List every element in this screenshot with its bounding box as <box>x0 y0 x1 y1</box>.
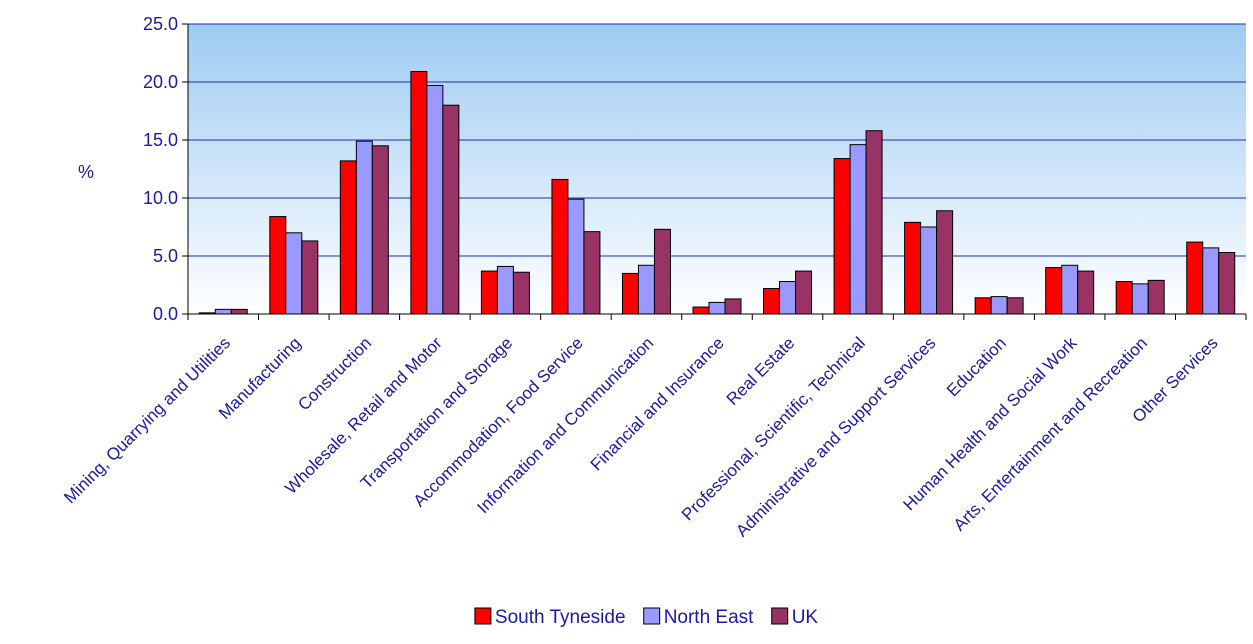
bar <box>1218 252 1236 315</box>
y-tick-label: 25.0 <box>143 14 178 34</box>
bar <box>269 216 287 315</box>
y-tick-labels: 0.0 5.0 10.0 15.0 20.0 25.0 <box>143 14 178 324</box>
legend: South Tyneside North East UK <box>474 607 819 628</box>
y-tick-label: 20.0 <box>143 72 178 92</box>
bar <box>567 198 585 315</box>
bar <box>301 240 319 315</box>
legend-swatch <box>771 607 789 625</box>
bar <box>583 231 601 315</box>
bars <box>198 71 1236 315</box>
bar <box>974 297 992 315</box>
bar <box>849 144 867 315</box>
bar <box>480 270 498 315</box>
bar <box>339 160 357 315</box>
legend-swatch <box>474 607 492 625</box>
bar <box>865 130 883 315</box>
bar <box>653 228 671 315</box>
x-tick-label: Real Estate <box>723 333 799 409</box>
bar <box>1147 279 1165 315</box>
y-tick-label: 15.0 <box>143 130 178 150</box>
bar <box>230 308 248 315</box>
bar <box>920 226 938 315</box>
bar <box>763 287 781 315</box>
bar <box>1077 270 1095 315</box>
y-tick-label: 0.0 <box>153 304 178 324</box>
legend-label: UK <box>792 607 819 628</box>
bar <box>990 296 1008 315</box>
x-tick-label: Financial and Insurance <box>587 333 728 474</box>
bar <box>936 210 954 315</box>
axes <box>187 24 1247 320</box>
bar <box>1045 267 1063 315</box>
bar <box>708 301 726 315</box>
bar <box>512 271 530 315</box>
bar <box>1115 281 1133 315</box>
bar <box>285 232 303 315</box>
y-tick-label: 5.0 <box>153 246 178 266</box>
bar <box>833 158 851 315</box>
bar <box>214 308 232 315</box>
bar <box>1061 264 1079 315</box>
bar <box>551 178 569 315</box>
bar <box>1006 297 1024 315</box>
x-tick-label: Education <box>943 333 1010 400</box>
y-tick-label: 10.0 <box>143 188 178 208</box>
bar <box>371 145 389 315</box>
x-tick-label: Mining, Quarrying and Utilities <box>60 333 234 507</box>
x-tick-labels: Mining, Quarrying and UtilitiesManufactu… <box>60 333 1221 541</box>
bar <box>621 272 639 315</box>
legend-label: North East <box>664 607 754 628</box>
legend-label: South Tyneside <box>495 607 626 628</box>
y-axis-label: % <box>78 162 94 182</box>
bar <box>1202 247 1220 315</box>
bar <box>724 298 742 315</box>
bar <box>779 281 797 315</box>
bar <box>904 221 922 315</box>
legend-swatch <box>643 607 661 625</box>
bar <box>426 84 444 315</box>
bar <box>355 140 373 315</box>
bar <box>637 264 655 315</box>
bar <box>1131 283 1149 315</box>
bar <box>1186 241 1204 315</box>
bar <box>410 71 428 315</box>
bar <box>795 270 813 315</box>
bar <box>496 265 514 315</box>
bar <box>692 306 710 315</box>
bar <box>442 104 460 315</box>
